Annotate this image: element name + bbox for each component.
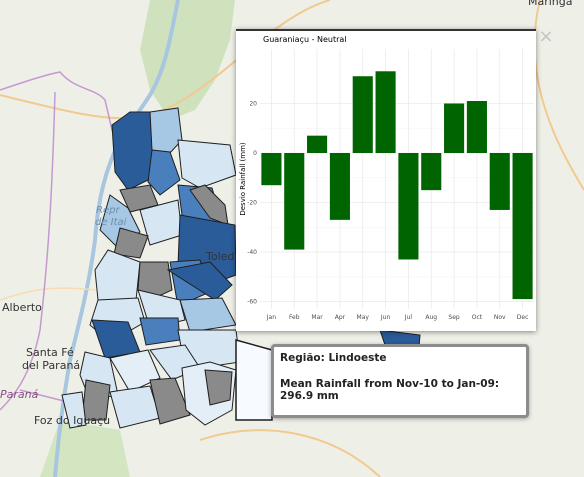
map-label-alberto: Alberto <box>2 301 42 314</box>
bar-mar <box>307 135 328 153</box>
x-tick-label: Apr <box>335 314 346 321</box>
bar-may <box>352 76 373 153</box>
chart-title: Guaraniaçu - Neutral <box>263 35 347 44</box>
chart-bars <box>261 71 533 300</box>
bar-sep <box>444 103 465 153</box>
popup-close-button[interactable]: × <box>538 26 554 47</box>
y-tick-label: -40 <box>247 249 257 256</box>
choropleth-regions[interactable] <box>61 107 421 429</box>
x-tick-label: Jul <box>404 314 413 321</box>
y-tick-label: -20 <box>247 200 257 207</box>
map-label-santa-fe: Santa Fé <box>26 346 74 359</box>
map-label-toledo: Toledo <box>205 250 241 263</box>
map-label-del-parana: del Paraná <box>22 359 80 372</box>
x-tick-label: Jun <box>380 314 391 321</box>
region-tooltip: Região: Lindoeste Mean Rainfall from Nov… <box>271 344 529 418</box>
map-label-parana: Paraná <box>0 388 39 401</box>
bar-jul <box>398 153 419 260</box>
x-tick-label: Jan <box>266 314 276 321</box>
x-tick-label: Dec <box>517 314 529 321</box>
tooltip-rainfall: Mean Rainfall from Nov-10 to Jan-09: 296… <box>280 378 500 402</box>
x-tick-label: Aug <box>425 314 437 321</box>
map-label-itai: de Itai <box>95 217 127 228</box>
x-tick-label: Nov <box>494 314 506 321</box>
map-label-repr: Repr <box>96 205 120 216</box>
rainfall-bar-chart: Guaraniaçu - Neutral 20 0 -20 -40 -60 Jan Feb… <box>239 35 534 321</box>
x-tick-label: Mar <box>311 314 323 321</box>
map-label-maringa: Maringá <box>528 0 573 8</box>
bar-feb <box>284 153 305 250</box>
y-tick-label: 0 <box>253 150 257 157</box>
x-tick-label: Sep <box>448 314 460 321</box>
x-tick-label: May <box>357 314 370 321</box>
bar-nov <box>489 153 510 210</box>
tooltip-region: Região: Lindoeste <box>280 352 387 364</box>
chart-x-ticks: Jan Feb Mar Apr May Jun Jul Aug Sep Oct Nov Dec <box>266 314 529 321</box>
map-label-foz: Foz do Iguaçu <box>34 414 110 427</box>
bar-jan <box>261 153 282 186</box>
chart-popup: Guaraniaçu - Neutral 20 0 -20 -40 -60 Jan Feb… <box>236 29 536 331</box>
chart-y-axis-label: Desvio Rainfall (mm) <box>239 142 247 216</box>
x-tick-label: Feb <box>289 314 300 321</box>
bar-jun <box>375 71 396 153</box>
chart-y-ticks: 20 0 -20 -40 -60 <box>247 100 257 305</box>
x-tick-label: Oct <box>472 314 483 321</box>
bar-apr <box>329 153 350 220</box>
bar-aug <box>421 153 442 191</box>
y-tick-label: 20 <box>249 100 257 107</box>
y-tick-label: -60 <box>247 299 257 306</box>
bar-dec <box>512 153 533 300</box>
bar-oct <box>466 101 487 153</box>
